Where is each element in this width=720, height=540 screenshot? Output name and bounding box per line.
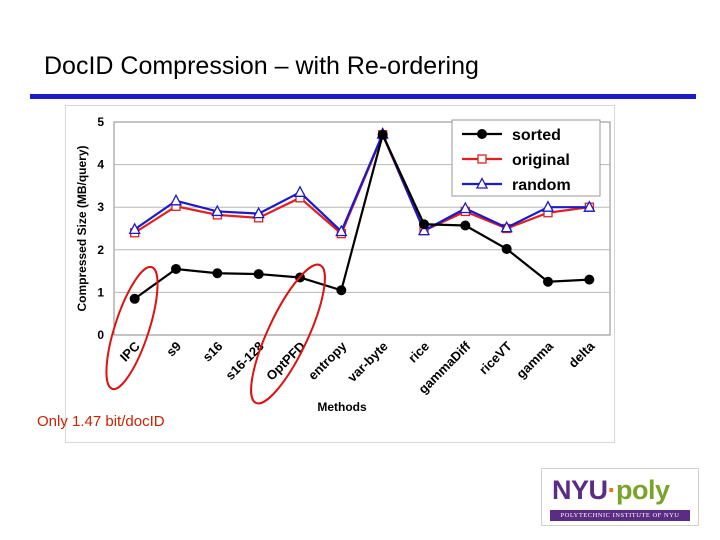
y-tick-label: 0 xyxy=(97,328,104,342)
legend-marker-original xyxy=(477,154,487,164)
legend-label-original: original xyxy=(512,152,570,169)
title-underline xyxy=(30,94,696,99)
data-point-random xyxy=(293,185,307,197)
logo-poly-text: poly xyxy=(616,475,670,505)
line-chart: 0 1 2 3 4 5 Compressed Size (MB/query) IPC s9 s16… xyxy=(75,115,611,414)
data-point-sorted xyxy=(377,129,388,140)
data-point-random xyxy=(541,200,555,212)
data-point-sorted xyxy=(336,285,347,296)
y-tick-label: 5 xyxy=(97,115,104,129)
x-tick-label: delta xyxy=(565,338,598,371)
y-tick-label: 1 xyxy=(97,285,104,299)
y-tick-label: 3 xyxy=(97,200,104,214)
legend-marker-random xyxy=(475,177,489,189)
x-tick-label: riceVT xyxy=(476,338,515,377)
logo-nyu-text: NYU xyxy=(552,475,608,505)
data-point-random xyxy=(417,223,431,236)
data-point-sorted xyxy=(584,274,595,285)
highlight-circle-optpfd xyxy=(250,263,326,405)
y-axis-label: Compressed Size (MB/query) xyxy=(75,145,89,311)
legend-label-sorted: sorted xyxy=(512,127,561,144)
x-axis-label: Methods xyxy=(317,400,367,414)
x-tick-label: entropy xyxy=(305,338,350,383)
data-point-random xyxy=(500,220,513,233)
logo-subtitle: POLYTECHNIC INSTITUTE OF NYU xyxy=(550,510,690,521)
x-tick-label: s9 xyxy=(163,339,184,360)
data-point-sorted xyxy=(460,220,471,231)
x-tick-label: rice xyxy=(405,339,432,366)
legend-marker-sorted xyxy=(477,129,487,139)
x-tick-label: s16 xyxy=(200,339,226,365)
x-tick-label: OptPFD xyxy=(263,339,308,384)
x-tick-label: var-byte xyxy=(344,339,390,385)
data-point-sorted xyxy=(129,293,140,304)
annotation-text: Only 1.47 bit/docID xyxy=(37,413,165,430)
data-point-random xyxy=(169,193,183,206)
data-point-random xyxy=(459,201,472,214)
y-tick-label: 4 xyxy=(97,158,104,172)
data-point-sorted xyxy=(543,276,553,287)
highlight-circle-ipc xyxy=(105,265,159,391)
data-point-sorted xyxy=(501,243,512,254)
series-line-random xyxy=(134,131,590,234)
data-point-random xyxy=(335,224,348,237)
slide-title: DocID Compression – with Re-ordering xyxy=(44,52,479,80)
logo-dot: · xyxy=(607,475,617,505)
data-point-sorted xyxy=(171,263,181,274)
data-point-sorted xyxy=(419,219,429,230)
x-tick-label: s16-128 xyxy=(222,339,266,383)
data-point-random xyxy=(211,204,224,217)
data-point-random xyxy=(128,222,141,235)
data-point-sorted xyxy=(253,269,264,280)
x-tick-label: gamma xyxy=(513,338,556,381)
chart-panel: 0 1 2 3 4 5 Compressed Size (MB/query) IPC s9 s16… xyxy=(66,106,614,442)
logo-wordmark: NYU·poly xyxy=(552,475,670,506)
x-tick-label: IPC xyxy=(117,338,143,364)
nyu-poly-logo: NYU·poly POLYTECHNIC INSTITUTE OF NYU xyxy=(541,468,699,526)
data-point-random xyxy=(252,206,265,219)
legend-label-random: random xyxy=(512,177,571,194)
data-point-sorted xyxy=(212,268,223,279)
y-tick-label: 2 xyxy=(97,243,104,257)
series-line-sorted xyxy=(134,131,590,300)
data-point-random xyxy=(583,200,596,212)
